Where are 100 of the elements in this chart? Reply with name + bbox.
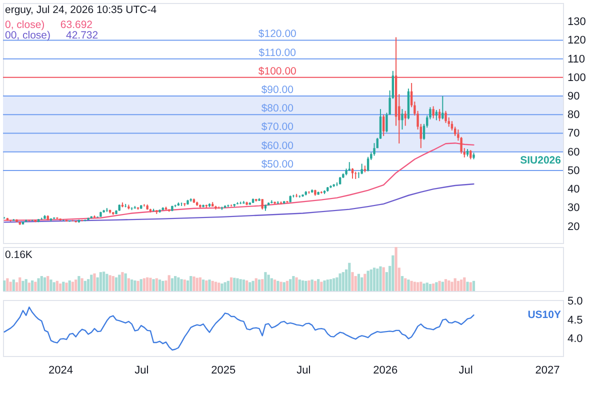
bar [224, 282, 226, 291]
bar [432, 284, 435, 291]
bar [454, 278, 456, 291]
bar [416, 282, 420, 291]
bar [102, 272, 106, 291]
bar [444, 279, 448, 291]
bar [379, 266, 382, 291]
bar [142, 278, 146, 291]
ref-line-label: $70.00 [261, 121, 294, 134]
x-tick-label: 2027 [535, 364, 560, 376]
y-tick-label: 80 [568, 109, 580, 122]
bar [372, 268, 376, 291]
bar [310, 280, 314, 291]
bar [208, 280, 211, 291]
bar [62, 282, 65, 291]
bar [252, 280, 254, 291]
annotation: 42.732 [66, 30, 98, 42]
candlestick [354, 171, 357, 180]
bar [99, 272, 102, 291]
bar [407, 280, 410, 291]
candlestick [442, 96, 444, 120]
bar [273, 280, 276, 291]
bar [323, 280, 326, 291]
bar [441, 282, 444, 291]
bar [58, 284, 62, 291]
y-tick-label: 40 [568, 184, 580, 196]
ref-line-label: $120.00 [258, 28, 297, 40]
bar [180, 279, 183, 291]
bar [226, 280, 230, 291]
bar [336, 277, 338, 291]
bar [114, 277, 118, 291]
bar [469, 282, 472, 291]
bar [52, 282, 56, 291]
bar [80, 278, 84, 291]
bar [230, 277, 233, 291]
bar [168, 275, 170, 291]
bar [295, 277, 298, 291]
bar [435, 282, 438, 291]
bar [140, 279, 142, 291]
bar [106, 274, 108, 291]
bar [152, 279, 155, 291]
bar [428, 284, 432, 291]
bar [121, 272, 124, 291]
bar [448, 280, 450, 291]
bar [450, 282, 454, 291]
bar [65, 282, 68, 291]
bar [93, 273, 96, 291]
bar [242, 280, 245, 291]
bar [136, 280, 140, 291]
bar [438, 280, 441, 291]
bar [422, 284, 426, 291]
ref-line-label: $80.00 [261, 102, 294, 115]
bar [280, 282, 282, 291]
bar [112, 276, 114, 291]
bar [162, 280, 164, 291]
bar [239, 279, 242, 291]
bar [366, 270, 370, 291]
bar [28, 282, 30, 291]
y-tick-label: 100 [568, 72, 586, 84]
candlestick [360, 163, 363, 175]
bar [149, 278, 152, 291]
annotation: 0.16K [5, 249, 32, 261]
x-tick-label: 2026 [373, 364, 398, 376]
bar [46, 276, 50, 291]
annotation: SIU2026 [520, 154, 562, 167]
bar [308, 280, 310, 291]
bar [420, 282, 422, 291]
bar [258, 280, 261, 291]
bar [364, 274, 366, 291]
bar [22, 280, 24, 291]
bar [134, 280, 136, 291]
bar [56, 280, 58, 291]
bar [298, 280, 301, 291]
annotation: 63.692 [60, 19, 93, 31]
bar [34, 282, 37, 291]
ref-line-label: $100.00 [258, 65, 297, 78]
bar [130, 280, 134, 291]
ref-line-label: $60.00 [261, 140, 294, 152]
bar [301, 280, 304, 291]
bar [233, 278, 236, 291]
bar [426, 282, 428, 291]
bar [392, 255, 394, 291]
bar [146, 277, 149, 291]
bar [382, 267, 385, 291]
y-tick-label: 130 [568, 16, 586, 28]
bar [472, 280, 476, 291]
chart-title: erguy, Jul 24, 2026 10:35 UTC-4 [5, 4, 157, 16]
bar [351, 272, 354, 291]
bar [466, 282, 469, 291]
bar [254, 278, 258, 291]
bar [177, 277, 180, 291]
bar [12, 280, 15, 291]
bar [50, 280, 52, 291]
bar [6, 278, 9, 291]
y-tick-label: 50 [568, 164, 580, 177]
bar [246, 280, 248, 291]
bar [18, 277, 22, 291]
bar [74, 280, 78, 291]
y-tick-label: 70 [568, 128, 580, 140]
bar [78, 276, 80, 291]
